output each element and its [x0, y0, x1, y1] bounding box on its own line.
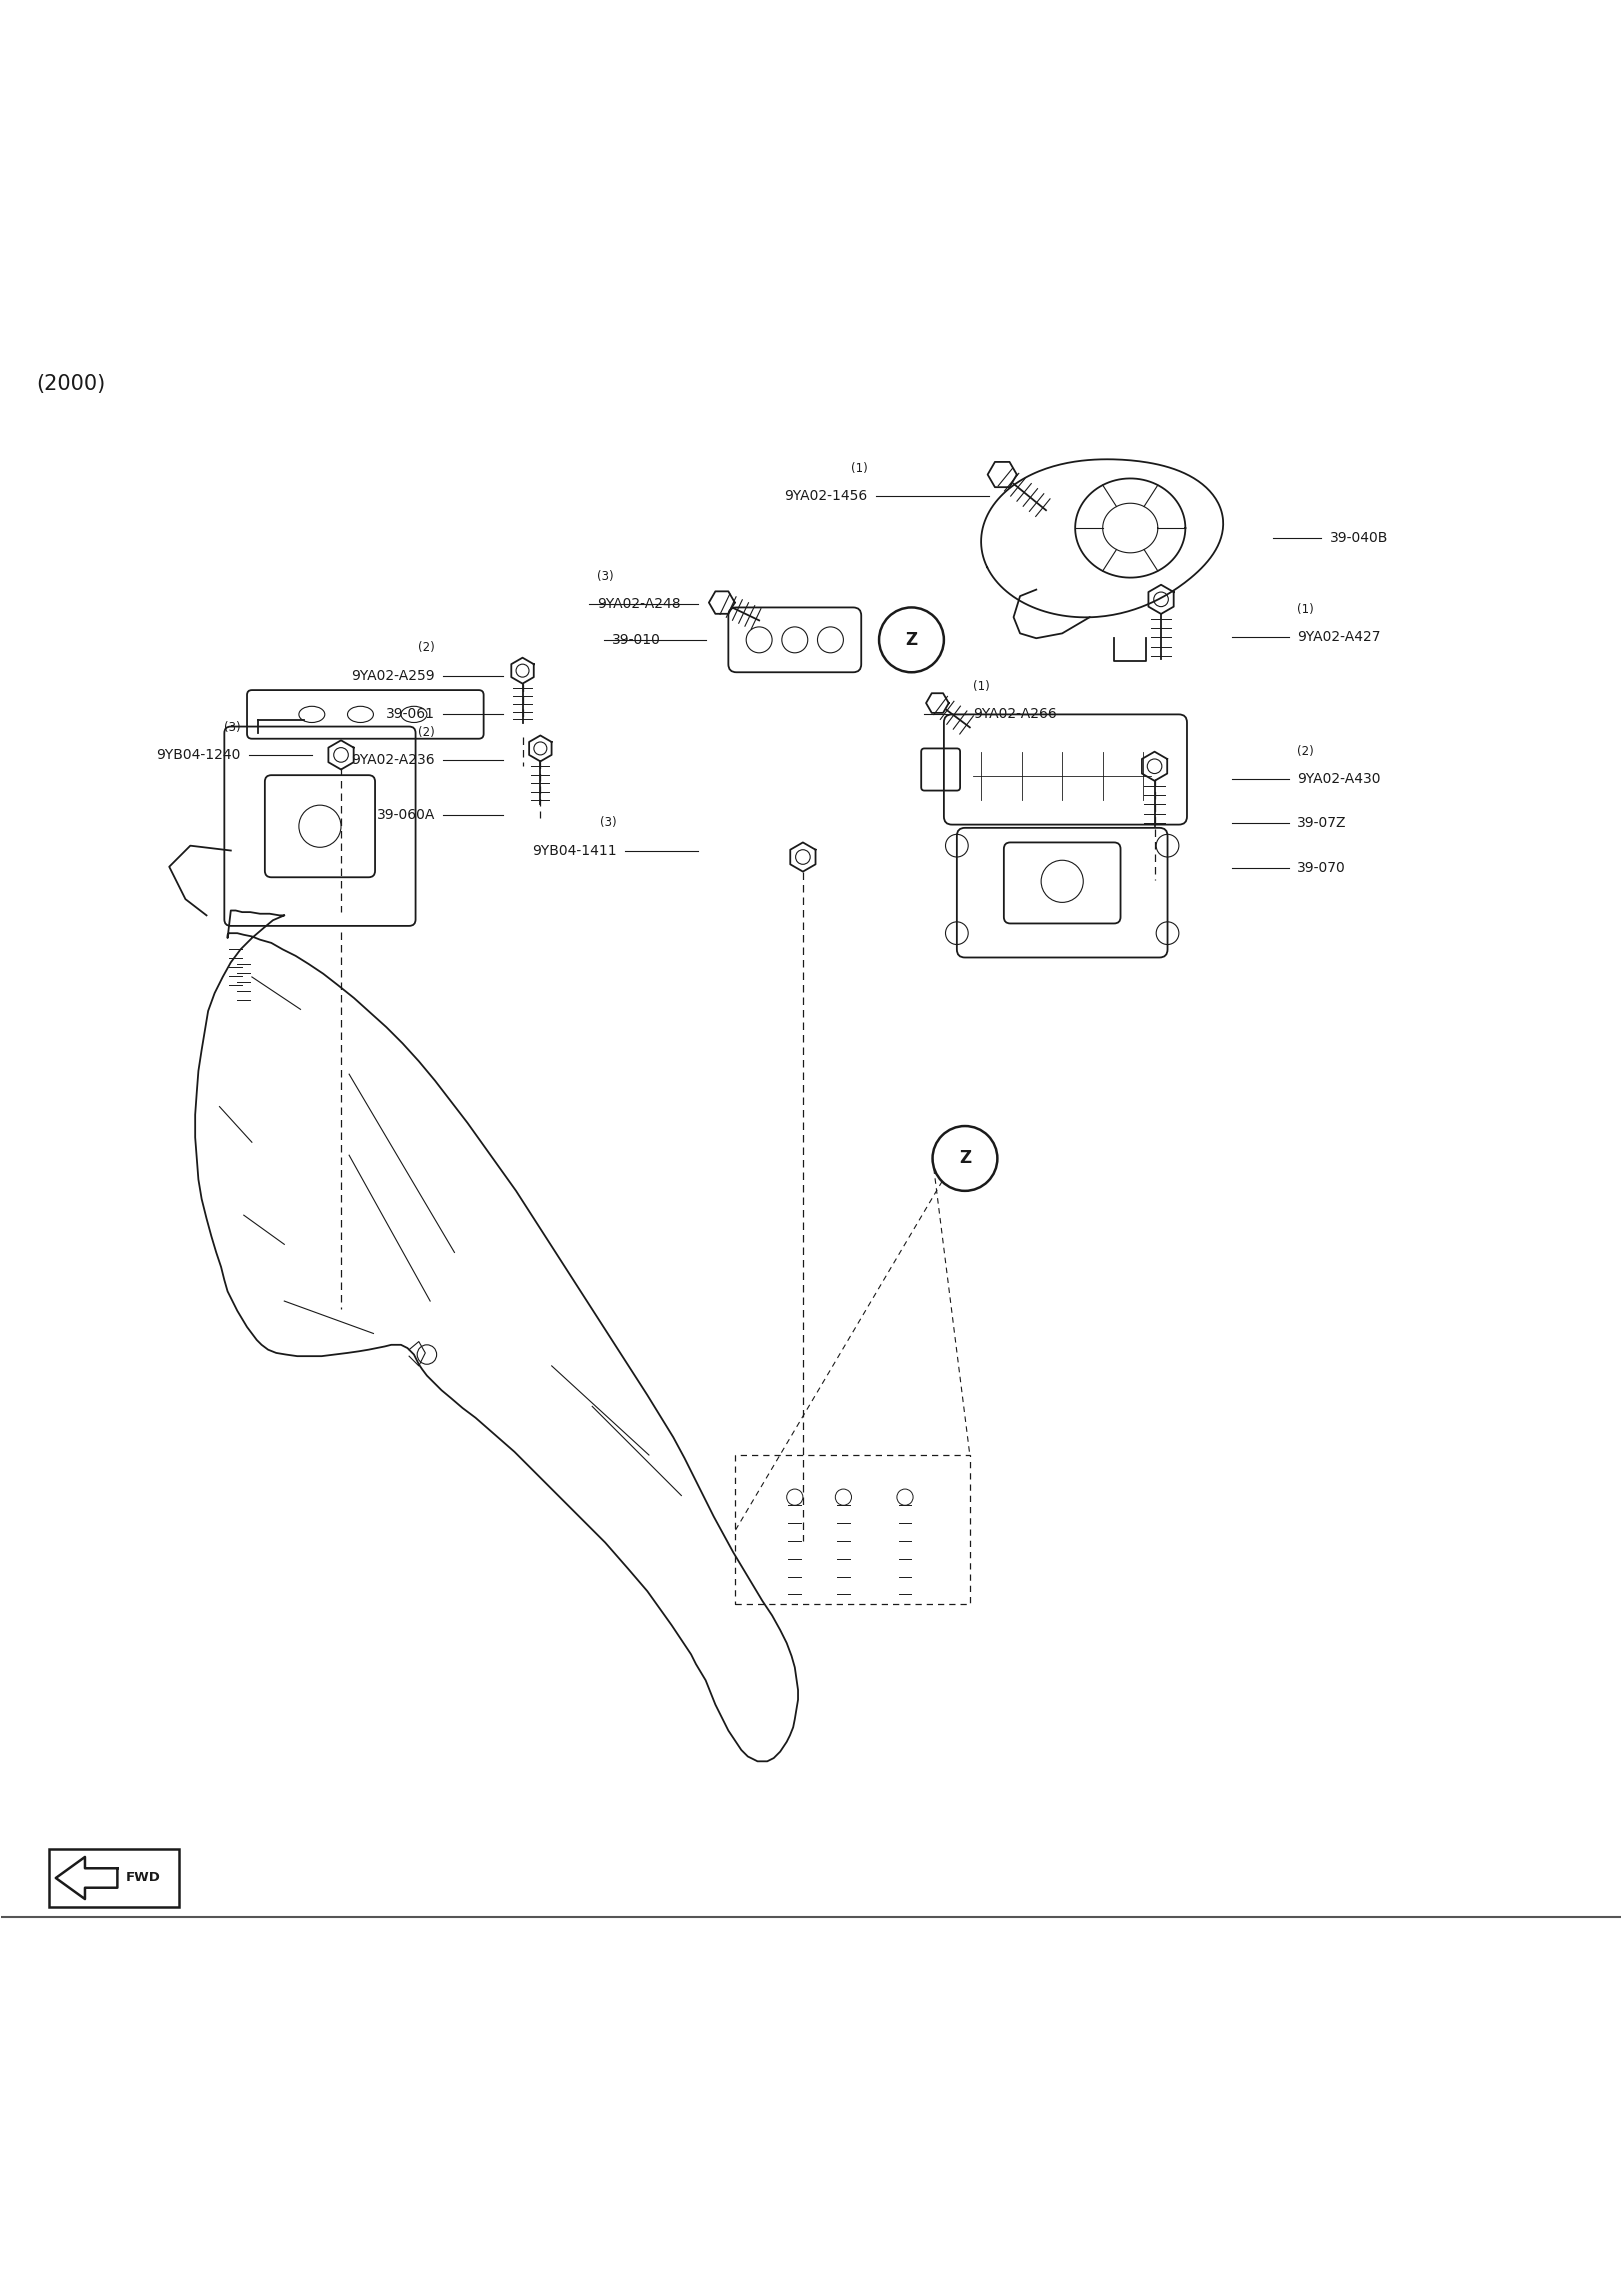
Text: 39-070: 39-070: [1298, 861, 1346, 875]
Text: Z: Z: [905, 631, 918, 649]
Text: 9YA02-A248: 9YA02-A248: [597, 597, 681, 611]
Text: 9YA02-A236: 9YA02-A236: [352, 752, 435, 768]
Text: 9YA02-A427: 9YA02-A427: [1298, 629, 1380, 645]
Bar: [735, 1456, 970, 1604]
Text: 9YB04-1240: 9YB04-1240: [156, 747, 240, 761]
Text: (1): (1): [852, 462, 868, 474]
Text: (3): (3): [224, 720, 240, 734]
Text: 9YB04-1411: 9YB04-1411: [532, 843, 616, 857]
Text: (2000): (2000): [36, 374, 105, 394]
Text: (1): (1): [1298, 604, 1314, 615]
Text: 9YA02-A259: 9YA02-A259: [352, 667, 435, 683]
Text: 39-010: 39-010: [611, 633, 660, 647]
Text: (3): (3): [600, 816, 616, 829]
Text: Z: Z: [959, 1150, 972, 1166]
Text: 9YA02-A430: 9YA02-A430: [1298, 772, 1380, 786]
Text: 9YA02-A266: 9YA02-A266: [973, 708, 1058, 722]
Text: (2): (2): [418, 642, 435, 654]
Text: 39-061: 39-061: [386, 708, 435, 722]
Text: (3): (3): [597, 570, 613, 583]
Text: 39-060A: 39-060A: [376, 809, 435, 822]
Text: 39-07Z: 39-07Z: [1298, 816, 1346, 829]
Text: 39-040B: 39-040B: [1330, 531, 1388, 544]
Text: FWD: FWD: [125, 1873, 161, 1884]
Text: 9YA02-1456: 9YA02-1456: [785, 487, 868, 503]
Text: (2): (2): [1298, 745, 1314, 759]
Text: (1): (1): [973, 681, 989, 693]
Bar: [49, 1850, 178, 1907]
Text: (2): (2): [418, 727, 435, 738]
